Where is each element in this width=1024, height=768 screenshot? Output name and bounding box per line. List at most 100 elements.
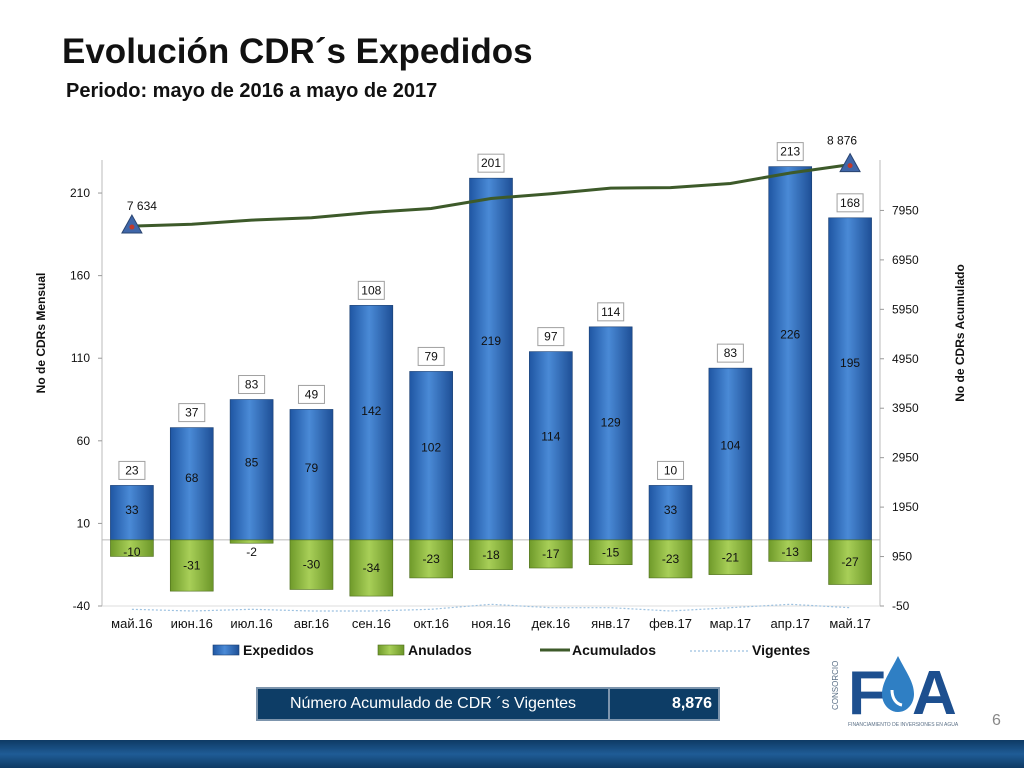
bar-expedidos bbox=[588, 326, 633, 541]
label-expedidos: 33 bbox=[125, 503, 139, 517]
y2-tick-label: 4950 bbox=[892, 352, 919, 366]
y2-tick-label: -50 bbox=[892, 599, 910, 613]
bar-anulados bbox=[588, 539, 633, 566]
label-anulados: -23 bbox=[662, 552, 680, 566]
y2-tick-label: 3950 bbox=[892, 401, 919, 415]
y2-tick-label: 5950 bbox=[892, 302, 919, 316]
label-anulados: -34 bbox=[363, 561, 381, 575]
y2-tick-label: 2950 bbox=[892, 451, 919, 465]
x-tick-label: май.16 bbox=[111, 616, 153, 631]
y-tick-label: 10 bbox=[77, 516, 91, 530]
box-label bbox=[716, 343, 744, 363]
label-expedidos: 129 bbox=[601, 416, 621, 430]
x-tick-label: авг.16 bbox=[294, 616, 329, 631]
x-tick-label: окт.16 bbox=[413, 616, 449, 631]
box-label-text: 10 bbox=[664, 463, 678, 477]
label-expedidos: 85 bbox=[245, 456, 259, 470]
label-expedidos: 195 bbox=[840, 356, 860, 370]
bar-expedidos bbox=[289, 409, 334, 541]
x-tick-label: июн.16 bbox=[171, 616, 213, 631]
x-tick-label: сен.16 bbox=[352, 616, 391, 631]
y-tick-label: 160 bbox=[70, 269, 90, 283]
box-label bbox=[836, 193, 864, 213]
line-acumulados bbox=[131, 163, 851, 228]
legend-swatch bbox=[212, 644, 240, 656]
page-number: 6 bbox=[992, 712, 1001, 729]
box-label bbox=[238, 375, 266, 395]
box-label bbox=[657, 460, 685, 480]
acumulados-marker bbox=[839, 152, 861, 173]
box-label bbox=[537, 327, 565, 347]
x-tick-label: июл.16 bbox=[230, 616, 272, 631]
box-label bbox=[477, 153, 505, 173]
box-label bbox=[297, 384, 325, 404]
box-label bbox=[417, 346, 445, 366]
label-anulados: -10 bbox=[123, 545, 141, 559]
x-tick-label: дек.16 bbox=[532, 616, 571, 631]
bar-anulados bbox=[229, 539, 274, 544]
label-anulados: -15 bbox=[602, 545, 620, 559]
label-anulados: -18 bbox=[482, 548, 500, 562]
bar-anulados bbox=[828, 539, 872, 585]
bar-expedidos bbox=[110, 485, 154, 541]
y2-tick-label: 7950 bbox=[892, 203, 919, 217]
label-anulados: -2 bbox=[246, 545, 257, 559]
box-label-text: 168 bbox=[840, 196, 860, 210]
box-label bbox=[178, 403, 206, 423]
summary-label: Número Acumulado de CDR ´s Vigentes bbox=[258, 689, 610, 719]
foa-logo: CONSORCIO F A FINANCIAMIENTO DE INVERSIO… bbox=[831, 656, 959, 728]
bar-expedidos bbox=[768, 166, 813, 541]
y2-axis-title: No de CDRs Acumulado bbox=[953, 264, 967, 402]
footer-band bbox=[0, 740, 1024, 768]
bar-expedidos bbox=[648, 485, 693, 541]
legend-label: Acumulados bbox=[572, 642, 656, 658]
axes: -40 10 60 110 160 210 -50 950 1950 2950 3950 4950 59… bbox=[34, 160, 967, 631]
acumulados-marker bbox=[121, 214, 143, 234]
bar-anulados bbox=[469, 539, 513, 570]
acumulados-marker-dot bbox=[129, 224, 135, 230]
box-label-text: 108 bbox=[361, 283, 381, 297]
bar-expedidos bbox=[529, 351, 573, 541]
acumulados-marker-dot bbox=[847, 163, 853, 169]
bar-anulados bbox=[409, 539, 453, 579]
bar-expedidos bbox=[349, 305, 394, 541]
bar-anulados bbox=[648, 539, 693, 579]
label-anulados: -31 bbox=[183, 559, 201, 573]
box-label-text: 79 bbox=[424, 349, 438, 363]
acumulados-first-label: 7 634 bbox=[127, 199, 157, 213]
box-label-text: 83 bbox=[245, 378, 259, 392]
y-axis-title: No de CDRs Mensual bbox=[34, 273, 48, 394]
bar-anulados bbox=[110, 539, 154, 557]
label-expedidos: 226 bbox=[780, 328, 800, 342]
box-label-text: 83 bbox=[724, 346, 738, 360]
svg-text:A: A bbox=[912, 659, 957, 728]
acumulados-last-label: 8 876 bbox=[827, 134, 857, 148]
legend-label: Vigentes bbox=[752, 642, 810, 658]
box-label-text: 49 bbox=[305, 387, 319, 401]
label-anulados: -30 bbox=[303, 558, 321, 572]
label-expedidos: 33 bbox=[664, 503, 678, 517]
bars bbox=[110, 166, 872, 597]
bar-expedidos bbox=[229, 399, 274, 541]
y-tick-label: -40 bbox=[73, 599, 91, 613]
box-label bbox=[357, 280, 385, 300]
bar-anulados bbox=[349, 539, 394, 597]
legend: Expedidos Anulados Acumulados Vigentes bbox=[212, 642, 810, 658]
box-label-text: 213 bbox=[780, 145, 800, 159]
label-expedidos: 219 bbox=[481, 334, 501, 348]
box-label-text: 114 bbox=[601, 305, 620, 319]
bar-anulados bbox=[708, 539, 753, 575]
summary-box: Número Acumulado de CDR ´s Vigentes 8,87… bbox=[256, 687, 720, 721]
label-expedidos: 68 bbox=[185, 471, 199, 485]
label-expedidos: 102 bbox=[421, 440, 441, 454]
y2-tick-label: 6950 bbox=[892, 253, 919, 267]
line-vigentes bbox=[131, 603, 851, 612]
data-labels: 7 634 8 876 33 68 85 79 142 102 219 114 129 33 104 22… bbox=[118, 134, 864, 575]
legend-swatch bbox=[377, 644, 405, 656]
bar-expedidos bbox=[409, 371, 453, 541]
label-anulados: -17 bbox=[542, 547, 560, 561]
chart-title: Evolución CDR´s Expedidos bbox=[62, 32, 533, 71]
box-label-text: 23 bbox=[125, 463, 139, 477]
chart-subtitle: Periodo: mayo de 2016 a mayo de 2017 bbox=[66, 80, 438, 102]
y-tick-label: 110 bbox=[71, 351, 90, 365]
